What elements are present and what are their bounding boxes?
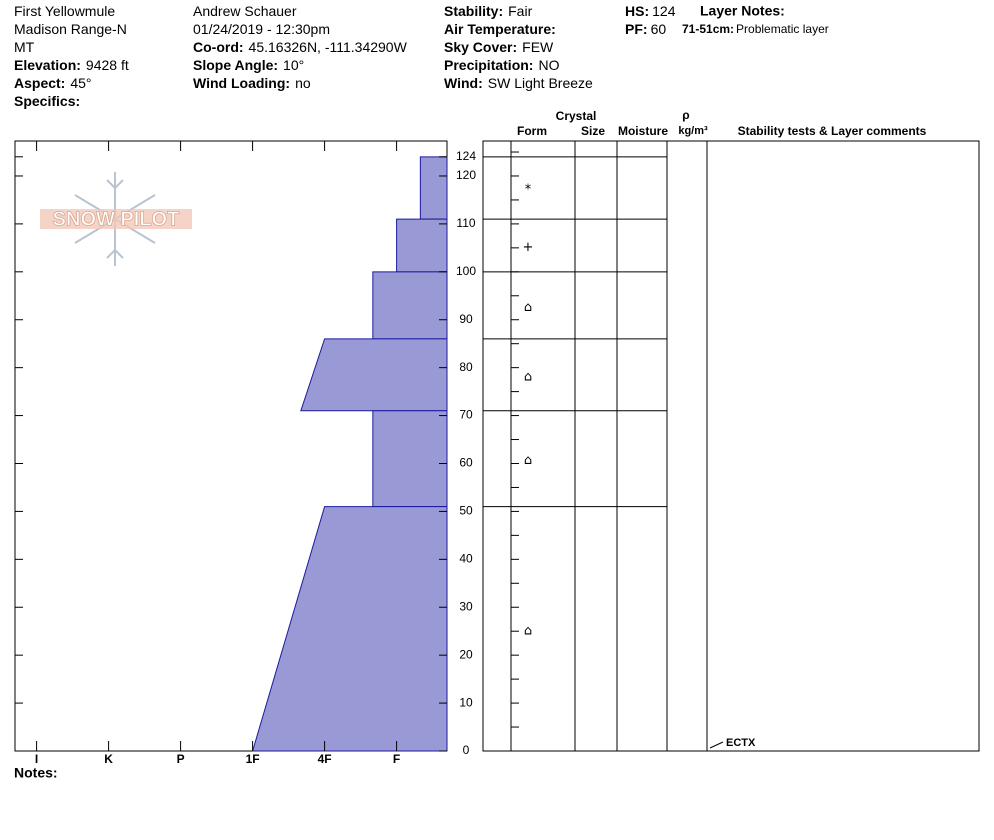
logo-band <box>40 209 192 229</box>
column-lines <box>510 141 708 751</box>
y-tick-label: 50 <box>459 504 473 518</box>
header-line: Slope Angle: 10° <box>193 57 304 73</box>
hs-label: HS: <box>625 3 649 19</box>
header-line: Co-ord: 45.16326N, -111.34290W <box>193 39 408 55</box>
field-label: Elevation: <box>14 57 81 73</box>
field-label: Sky Cover: <box>444 39 517 55</box>
column-header: Crystal <box>556 109 597 123</box>
crystal-form: + <box>523 240 534 255</box>
header-text: MT <box>14 39 35 55</box>
header-text: First Yellowmule <box>14 3 115 19</box>
field-label: Precipitation: <box>444 57 533 73</box>
layer-note: 71-51cm: Problematic layer <box>682 22 829 36</box>
field-label: Stability: <box>444 3 503 19</box>
field-label: Specifics: <box>14 93 80 109</box>
crystal-form: ⌂ <box>524 369 532 384</box>
header-line: Air Temperature: <box>444 21 556 37</box>
y-tick-label: 80 <box>459 360 473 374</box>
hs-value: 124 <box>652 3 676 19</box>
header-line: Sky Cover: FEW <box>444 39 554 55</box>
hardness-layer <box>300 338 448 412</box>
field-value: 45.16326N, -111.34290W <box>249 39 408 55</box>
header-text: 01/24/2019 - 12:30pm <box>193 21 330 37</box>
stability-arrow <box>709 741 724 749</box>
x-tick-label: 4F <box>318 752 332 766</box>
y-tick-label: 60 <box>459 456 473 470</box>
header-line: First Yellowmule <box>14 3 115 19</box>
layer-note-text: Problematic layer <box>736 22 829 36</box>
field-value: 45° <box>70 75 91 91</box>
column-header: ρ <box>682 108 689 122</box>
header-line: Andrew Schauer <box>193 3 297 19</box>
header-line: 01/24/2019 - 12:30pm <box>193 21 330 37</box>
column-header: kg/m³ <box>678 125 708 137</box>
field-value: 10° <box>283 57 304 73</box>
x-tick-label: 1F <box>246 752 260 766</box>
header-line: Wind: SW Light Breeze <box>444 75 593 91</box>
stability-result: ECTX <box>726 737 756 749</box>
y-tick-label: 90 <box>459 312 473 326</box>
column-header: Stability tests & Layer comments <box>738 124 927 138</box>
y-tick-label: 10 <box>459 695 473 709</box>
field-value: Fair <box>508 3 532 19</box>
hardness-layer <box>251 506 448 752</box>
x-tick-label: F <box>393 752 400 766</box>
hardness-layer <box>372 410 448 508</box>
header-line: Elevation: 9428 ft <box>14 57 129 73</box>
layer-note-range: 71-51cm: <box>682 22 734 36</box>
header-line: Precipitation: NO <box>444 57 560 73</box>
field-label: Co-ord: <box>193 39 244 55</box>
field-value: no <box>295 75 311 91</box>
field-label: Air Temperature: <box>444 21 556 37</box>
y-tick-label: 124 <box>456 149 476 163</box>
pf-label: PF: <box>625 21 648 37</box>
y-tick-label: 40 <box>459 551 473 565</box>
field-value: 9428 ft <box>86 57 129 73</box>
header-line: Aspect: 45° <box>14 75 92 91</box>
header-line: MT <box>14 39 35 55</box>
y-tick-label: 100 <box>456 264 476 278</box>
header-text: Andrew Schauer <box>193 3 297 19</box>
header-line: Stability: Fair <box>444 3 533 19</box>
header-line: Wind Loading: no <box>193 75 311 91</box>
hardness-layer <box>396 218 448 273</box>
crystal-form: * <box>525 182 532 197</box>
header-line: Madison Range-N <box>14 21 127 37</box>
y-tick-label: 30 <box>459 599 473 613</box>
crystal-form: ⌂ <box>524 300 532 315</box>
y-tick-label: 0 <box>463 743 470 757</box>
logo-text: SNOW PILOT <box>53 208 180 230</box>
layer-notes-title: Layer Notes: <box>700 3 785 19</box>
column-header: Moisture <box>618 124 668 138</box>
field-value: FEW <box>522 39 554 55</box>
pf-line: PF: 60 <box>625 21 666 37</box>
field-value: NO <box>538 57 559 73</box>
field-label: Wind: <box>444 75 483 91</box>
header-line: Specifics: <box>14 93 80 109</box>
hardness-layer <box>419 156 448 220</box>
y-tick-label: 120 <box>456 168 476 182</box>
field-label: Wind Loading: <box>193 75 290 91</box>
pf-value: 60 <box>651 21 667 37</box>
x-tick-label: P <box>177 752 185 766</box>
hs-line: HS: 124 <box>625 3 676 19</box>
field-value: SW Light Breeze <box>488 75 593 91</box>
table-frame <box>482 140 980 752</box>
crystal-form: ⌂ <box>524 623 532 638</box>
crystal-form: ⌂ <box>524 453 532 468</box>
header-text: Madison Range-N <box>14 21 127 37</box>
y-tick-label: 20 <box>459 647 473 661</box>
y-tick-label: 70 <box>459 408 473 422</box>
field-label: Aspect: <box>14 75 65 91</box>
notes-label: Notes: <box>14 765 58 781</box>
y-tick-label: 110 <box>456 216 475 230</box>
x-tick-label: K <box>104 752 113 766</box>
column-header: Form <box>517 124 547 138</box>
column-header: Size <box>581 124 605 138</box>
field-label: Slope Angle: <box>193 57 278 73</box>
x-tick-label: I <box>35 752 38 766</box>
hardness-layer <box>372 271 448 340</box>
